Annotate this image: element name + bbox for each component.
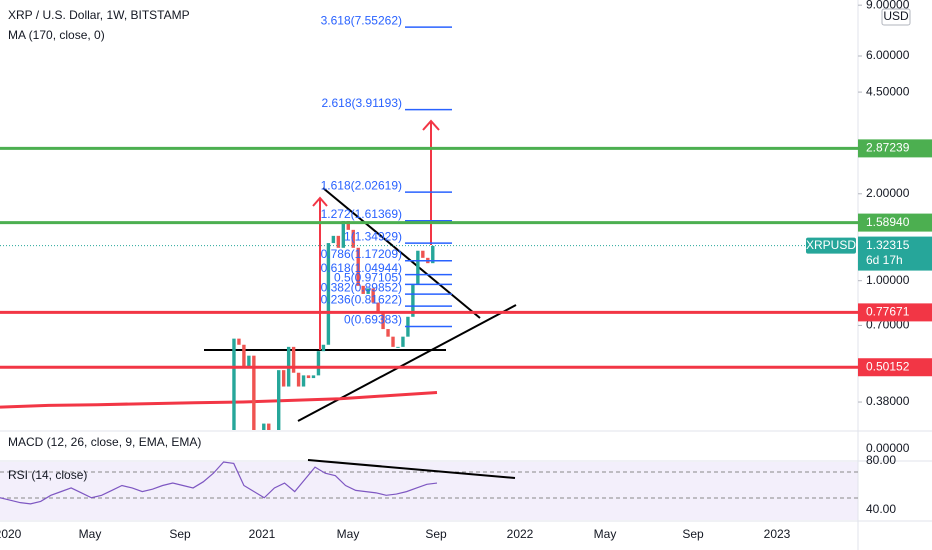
candle [361, 285, 365, 294]
level-box [858, 139, 932, 158]
candle [242, 344, 246, 368]
time-label: Sep [169, 527, 191, 541]
candle [371, 288, 375, 303]
candle [296, 372, 301, 387]
candle [267, 423, 271, 430]
fib-label: 1.618(2.02619) [321, 178, 402, 192]
candle [411, 284, 415, 317]
candle [421, 250, 425, 258]
candle [247, 355, 251, 368]
candle [336, 235, 341, 248]
rsi-tick-label: 80.00 [866, 453, 896, 467]
fib-label: 0.382(0.89852) [321, 280, 402, 294]
level-box [858, 303, 932, 322]
candle [331, 235, 336, 244]
price-tick-label: 4.50000 [866, 84, 910, 98]
fib-label: 0(0.69383) [344, 313, 402, 327]
candle [391, 336, 395, 347]
level-label: 0.50152 [866, 359, 910, 373]
indicator-label: MA (170, close, 0) [8, 28, 105, 42]
candle [311, 375, 316, 379]
time-label: Sep [425, 527, 447, 541]
fib-label: 1(1.34929) [344, 229, 402, 243]
macd-title: MACD (12, 26, close, 9, EMA, EMA) [8, 435, 201, 449]
level-label: 1.58940 [866, 215, 910, 229]
candle [381, 313, 385, 330]
level-label: 2.87239 [866, 141, 910, 155]
countdown: 6d 17h [866, 253, 903, 267]
last-price-label: 1.32315 [866, 238, 910, 252]
candle [301, 375, 306, 387]
symbol-box [806, 237, 856, 254]
candle [277, 370, 281, 430]
time-label: 2022 [507, 527, 534, 541]
candle [416, 250, 420, 285]
candle [232, 338, 236, 430]
time-label: Sep [682, 527, 704, 541]
candle [396, 346, 400, 348]
candle [346, 220, 350, 230]
level-box [858, 213, 932, 232]
time-label: 2020 [0, 527, 22, 541]
candle [321, 344, 326, 352]
time-label: 2021 [249, 527, 276, 541]
candle [341, 220, 346, 248]
candle [366, 288, 370, 294]
symbol-label: XRPUSD [806, 238, 856, 252]
time-label: May [337, 527, 360, 541]
candle [237, 338, 241, 345]
symbol-title: XRP / U.S. Dollar, 1W, BITSTAMP [8, 8, 190, 22]
candle [306, 375, 311, 379]
ma-line [0, 391, 438, 409]
fib-label: 2.618(3.91193) [321, 96, 402, 110]
candle [291, 346, 296, 373]
level-box [858, 358, 932, 377]
candle [356, 247, 360, 286]
price-tick-label: 9.00000 [866, 0, 910, 11]
last-price-box [858, 236, 932, 271]
candle [262, 423, 266, 430]
candle [376, 302, 380, 314]
fib-label: 0.5(0.97105) [334, 271, 402, 285]
candle [386, 329, 390, 337]
macd-tick-label: 0.00000 [866, 441, 910, 455]
price-tick-label: 1.00000 [866, 273, 910, 287]
candle [431, 245, 435, 264]
candle [351, 229, 355, 248]
fib-label: 0.786(1.17209) [321, 247, 402, 261]
time-label: 2023 [764, 527, 791, 541]
currency[interactable]: USD [883, 9, 909, 23]
currency-box[interactable] [881, 8, 911, 26]
rsi-tick-label: 40.00 [866, 502, 896, 516]
price-tick-label: 6.00000 [866, 48, 910, 62]
candle [316, 351, 321, 376]
candle [281, 370, 286, 387]
fib-label: 0.618(1.04944) [321, 261, 402, 275]
time-label: May [594, 527, 617, 541]
candle [401, 336, 405, 347]
price-tick-label: 0.38000 [866, 394, 910, 408]
price-tick-label: 2.00000 [866, 186, 910, 200]
rsi-line [0, 461, 438, 505]
fib-label: 3.618(7.55262) [321, 13, 402, 27]
time-label: May [79, 527, 102, 541]
candle [252, 355, 256, 430]
fib-label: 0.236(0.81622) [321, 292, 402, 306]
level-label: 0.77671 [866, 305, 910, 319]
fib-label: 1.272(1.61369) [321, 207, 402, 221]
candle [326, 243, 331, 345]
rsi-title: RSI (14, close) [8, 468, 87, 482]
